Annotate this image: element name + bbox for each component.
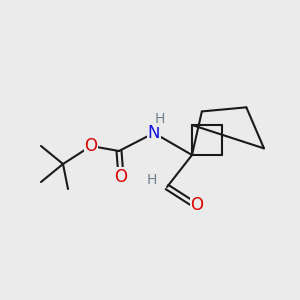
Text: O: O: [115, 168, 128, 186]
Text: H: H: [147, 173, 157, 187]
Text: H: H: [155, 112, 165, 126]
Text: O: O: [190, 196, 203, 214]
Text: O: O: [85, 137, 98, 155]
Text: N: N: [148, 124, 160, 142]
